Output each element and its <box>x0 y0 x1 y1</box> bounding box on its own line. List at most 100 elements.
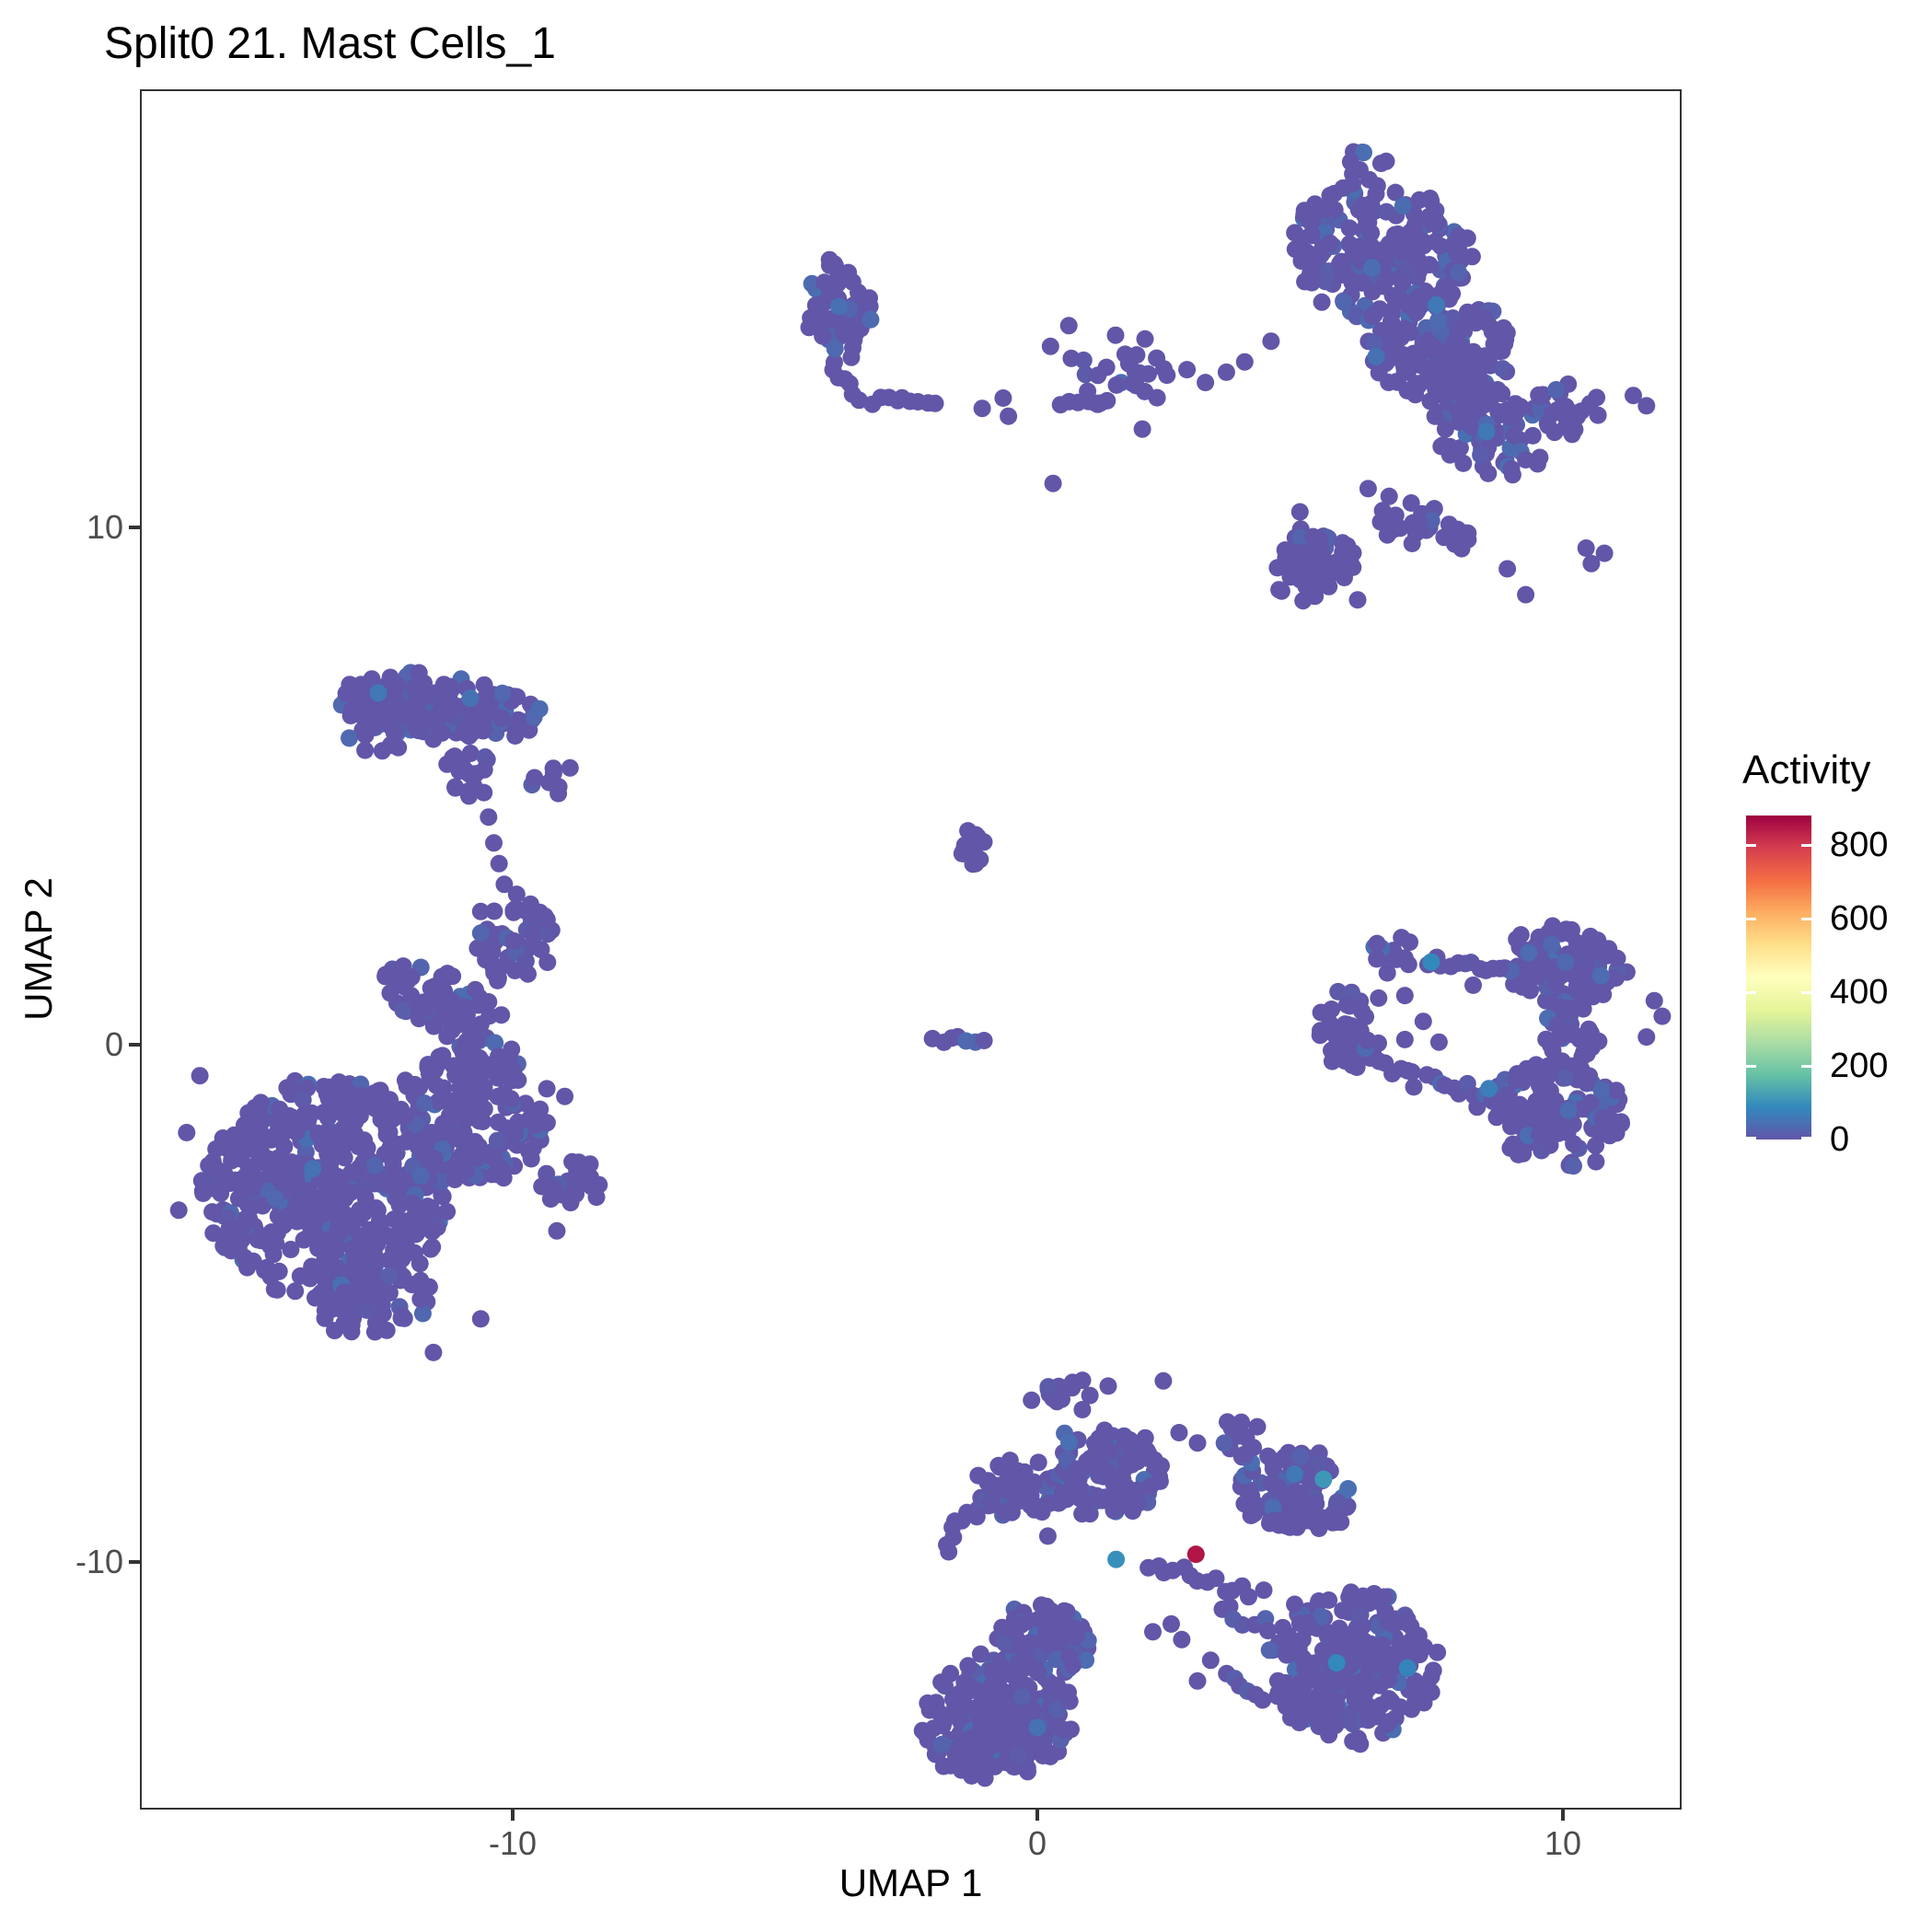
data-point <box>1260 1641 1278 1660</box>
data-point <box>971 1757 989 1776</box>
data-point <box>1062 349 1081 367</box>
data-point <box>1040 1635 1058 1653</box>
data-point <box>335 1134 353 1152</box>
data-point <box>1148 349 1166 367</box>
data-point <box>380 1267 399 1285</box>
data-point <box>1348 1619 1366 1637</box>
data-point <box>229 1189 248 1208</box>
data-point <box>393 1306 411 1325</box>
data-point <box>1029 1663 1047 1682</box>
y-tick-label: -10 <box>75 1543 123 1580</box>
data-point <box>397 1106 415 1125</box>
data-point <box>322 1173 341 1190</box>
data-point <box>222 1242 240 1260</box>
data-point <box>1450 263 1468 282</box>
data-point <box>1565 1157 1582 1175</box>
data-point <box>1295 205 1313 224</box>
data-point <box>388 1140 406 1158</box>
data-point <box>520 1142 538 1161</box>
data-point <box>280 1106 298 1125</box>
data-point <box>1625 387 1642 405</box>
data-point <box>1292 1484 1311 1502</box>
data-point <box>530 700 549 718</box>
data-point <box>971 1645 989 1663</box>
data-point <box>1398 1610 1417 1628</box>
data-point <box>1154 1371 1173 1390</box>
data-point <box>1353 1002 1371 1021</box>
data-point <box>456 721 474 738</box>
data-point <box>1013 1688 1032 1706</box>
data-point <box>1261 1514 1278 1533</box>
data-point <box>1452 399 1470 418</box>
data-point <box>1386 506 1405 525</box>
data-point <box>486 1034 504 1052</box>
data-point <box>1375 1588 1394 1606</box>
data-point <box>548 1221 566 1240</box>
data-point <box>1398 1659 1417 1677</box>
data-point <box>954 1751 972 1768</box>
data-point <box>1556 1069 1575 1087</box>
data-point <box>1099 1377 1117 1395</box>
data-point <box>1344 175 1361 193</box>
data-point <box>339 1084 357 1103</box>
data-point <box>1095 1421 1114 1440</box>
data-point <box>994 389 1012 407</box>
data-point <box>1508 930 1526 948</box>
data-point <box>318 1084 336 1103</box>
legend-tick-label: 0 <box>1830 1120 1850 1159</box>
data-point <box>475 676 493 694</box>
data-point <box>1270 581 1289 599</box>
data-point <box>1344 558 1362 576</box>
data-point <box>330 1217 348 1235</box>
data-point <box>1377 152 1395 170</box>
data-point <box>949 1702 966 1720</box>
plot-panel <box>140 89 1682 1810</box>
data-point <box>1219 1413 1236 1431</box>
data-point <box>843 272 862 291</box>
data-point <box>466 980 484 999</box>
data-point <box>556 1087 574 1105</box>
data-point <box>1517 585 1535 604</box>
data-point <box>495 875 514 894</box>
data-point <box>993 1731 1012 1750</box>
data-point <box>1215 1434 1233 1452</box>
data-point <box>1645 991 1663 1010</box>
data-point <box>1466 400 1485 419</box>
data-point <box>489 1087 507 1105</box>
data-point <box>492 1064 510 1082</box>
data-point <box>1592 1082 1611 1100</box>
legend-title: Activity <box>1742 747 1871 792</box>
data-point <box>990 1660 1009 1677</box>
data-point <box>1363 259 1382 277</box>
data-point <box>1060 1692 1079 1710</box>
data-point <box>1328 1493 1347 1511</box>
data-point <box>457 1006 476 1024</box>
data-point <box>1327 1654 1346 1672</box>
data-point <box>1291 1447 1309 1465</box>
data-point <box>256 1261 274 1279</box>
data-point <box>438 1202 457 1221</box>
data-point <box>1178 361 1197 379</box>
colorbar-tick <box>1801 1065 1811 1068</box>
data-point <box>1324 1716 1342 1734</box>
data-point <box>352 1087 370 1105</box>
data-point <box>445 999 463 1017</box>
data-point <box>975 1032 993 1049</box>
data-point <box>1539 416 1557 434</box>
data-point <box>1395 1030 1414 1048</box>
data-point <box>538 1114 556 1132</box>
data-point <box>455 1040 473 1059</box>
data-point <box>1060 1648 1079 1666</box>
data-point <box>1327 553 1346 572</box>
data-point <box>424 1343 443 1361</box>
data-point <box>378 1227 397 1244</box>
data-point <box>1320 1591 1338 1609</box>
data-point <box>1032 1596 1050 1614</box>
data-point <box>1491 959 1510 978</box>
data-point <box>1403 535 1421 552</box>
data-point <box>1299 1614 1317 1632</box>
data-point <box>492 1006 511 1024</box>
data-point <box>169 1201 188 1220</box>
data-point <box>1044 474 1062 492</box>
data-point <box>365 701 384 720</box>
